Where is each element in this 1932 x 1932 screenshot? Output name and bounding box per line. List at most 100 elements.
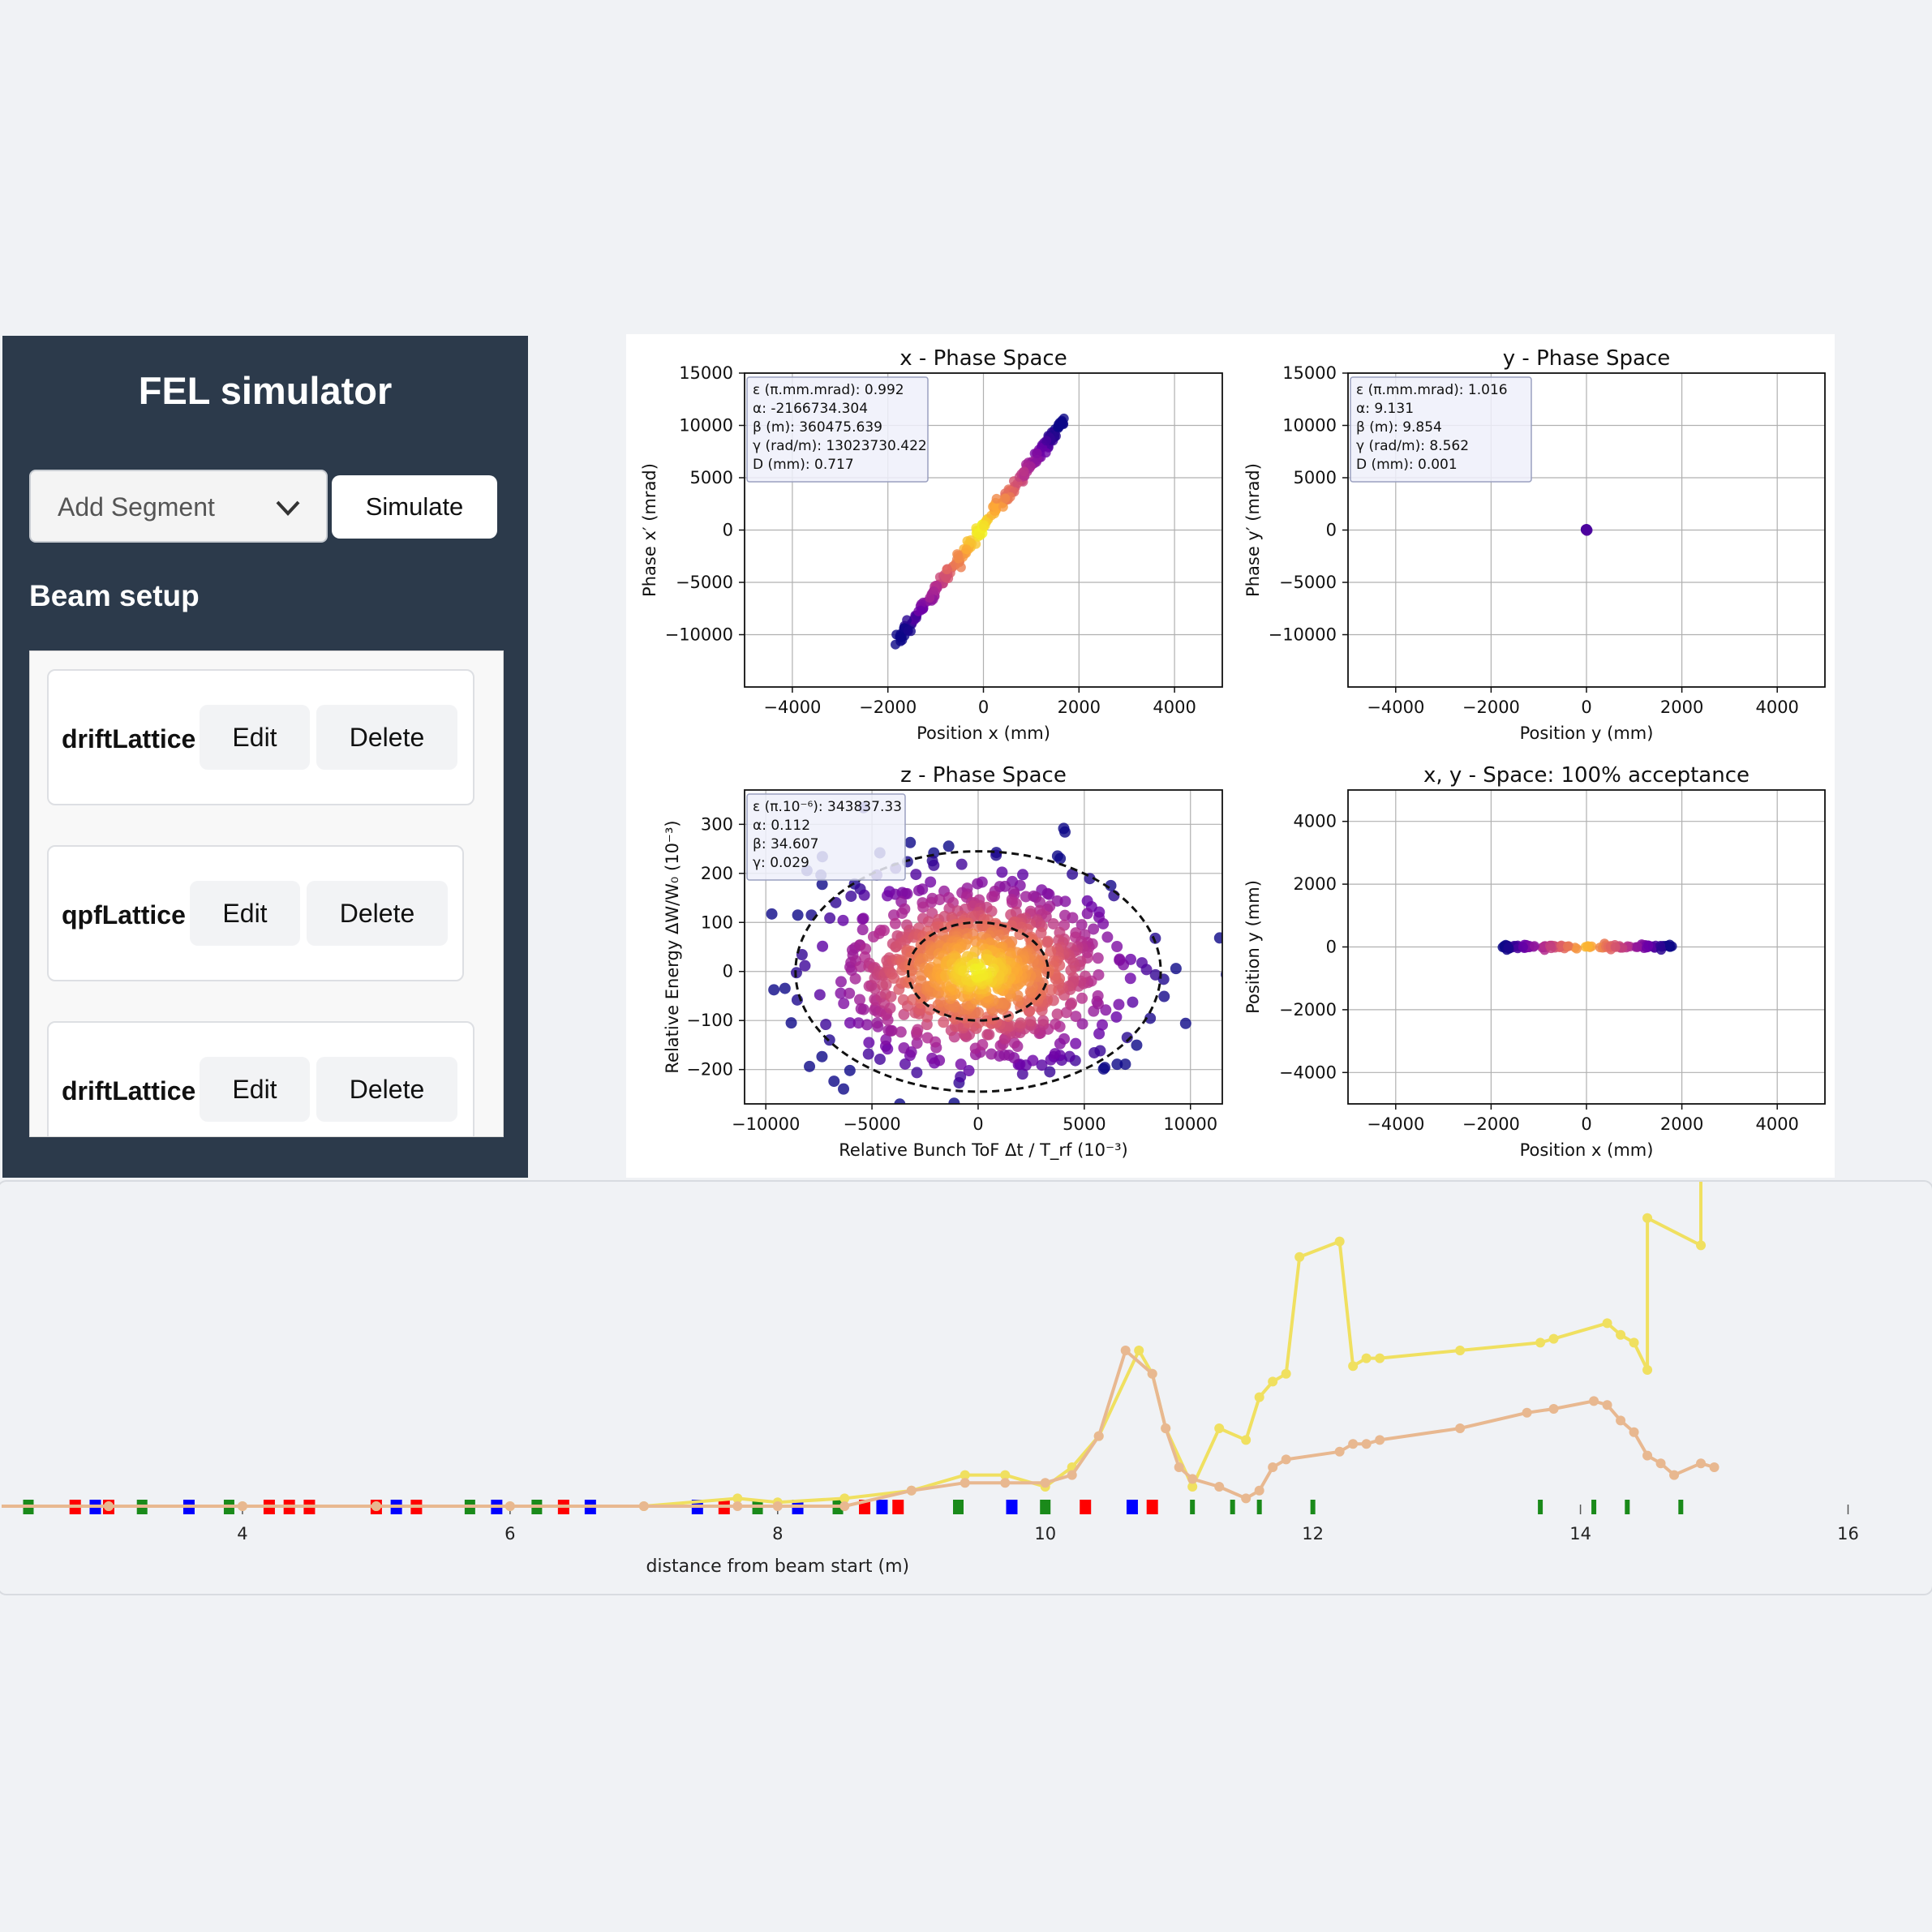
series-point: [1696, 1458, 1707, 1469]
magnet-marker: [1146, 1500, 1158, 1514]
data-point: [1019, 466, 1029, 477]
data-point: [1049, 1048, 1061, 1060]
data-point: [1518, 942, 1528, 952]
series-line-1: [2, 1182, 1702, 1508]
data-point: [857, 912, 869, 925]
data-point: [1081, 908, 1093, 920]
data-point: [998, 1049, 1011, 1061]
data-point: [1114, 954, 1126, 966]
data-point: [894, 1098, 906, 1104]
series-point: [1174, 1462, 1184, 1472]
data-point: [844, 1017, 856, 1029]
data-point: [1041, 936, 1054, 948]
simulate-button[interactable]: Simulate: [332, 475, 497, 539]
series-point: [237, 1501, 247, 1511]
delete-button[interactable]: Delete: [316, 705, 457, 770]
data-point: [1051, 1008, 1063, 1020]
x-tick-label: −4000: [1367, 1114, 1424, 1134]
y-tick-label: 15000: [1282, 363, 1337, 383]
series-point: [1334, 1236, 1345, 1247]
data-point: [911, 1067, 923, 1079]
series-point: [371, 1501, 381, 1511]
data-point: [897, 994, 909, 1006]
y-tick-label: 0: [723, 962, 733, 981]
x-tick-label: 10000: [1163, 1114, 1217, 1134]
series-point: [1134, 1346, 1144, 1355]
y-tick-label: 2000: [1294, 874, 1337, 894]
series-point: [1548, 1404, 1559, 1414]
data-point: [998, 501, 1008, 512]
data-point: [779, 982, 791, 994]
series-point: [1602, 1318, 1612, 1329]
series-point: [1616, 1329, 1626, 1340]
data-point: [955, 1071, 967, 1083]
beam-setup-heading: Beam setup: [29, 579, 200, 612]
data-point: [1058, 909, 1071, 921]
plot-frame: [1347, 789, 1826, 1105]
beam-envelope-chart: 4 6 8 10 12 14 16 distance from beam start (m): [2, 1182, 1859, 1577]
data-point: [863, 1037, 875, 1049]
data-point: [912, 884, 925, 896]
data-point: [1036, 1059, 1048, 1071]
data-point: [916, 605, 926, 616]
y-tick-label: 5000: [690, 468, 733, 487]
series-point: [1589, 1396, 1599, 1406]
data-point: [911, 1037, 923, 1050]
info-line: γ (rad/m): 8.562: [1356, 438, 1469, 454]
magnet-marker: [1256, 1500, 1262, 1514]
y-axis-label: Relative Energy ΔW/W₀ (10⁻³): [663, 820, 682, 1073]
series-point: [1254, 1485, 1264, 1496]
segment-name: driftLattice: [62, 1076, 196, 1106]
series-point: [1334, 1446, 1345, 1457]
series-point: [960, 1470, 970, 1480]
data-point: [1113, 998, 1125, 1011]
data-point: [1179, 1017, 1191, 1029]
series-point: [1361, 1353, 1372, 1363]
x-tick-label: 12: [1302, 1524, 1324, 1543]
data-point: [1035, 927, 1047, 939]
data-point: [1121, 1032, 1133, 1044]
plot-title: y - Phase Space: [1503, 346, 1670, 371]
data-point: [1097, 1019, 1109, 1031]
y-tick-label: −10000: [665, 625, 733, 645]
data-point: [1617, 942, 1628, 953]
data-point: [925, 593, 935, 603]
data-point: [921, 1032, 934, 1044]
data-point: [910, 869, 922, 881]
data-point: [996, 866, 1008, 878]
data-point: [1170, 963, 1182, 975]
y-tick-label: 300: [701, 814, 733, 834]
data-point: [942, 840, 955, 852]
x-tick-label: −2000: [1462, 698, 1520, 717]
delete-button[interactable]: Delete: [316, 1057, 457, 1122]
data-point: [853, 994, 865, 1006]
subplot-2: −4000 −2000 0 2000 4000 −10000 −5000 0 5000 10000…: [1243, 346, 1826, 743]
data-point: [917, 901, 930, 913]
data-point: [1045, 945, 1057, 957]
x-tick-label: −2000: [1462, 1114, 1520, 1134]
plot-frame: [744, 372, 1223, 688]
segment-list[interactable]: driftLattice Edit Delete qpfLattice Edit…: [29, 650, 504, 1137]
edit-button[interactable]: Edit: [200, 705, 310, 770]
info-line: α: -2166734.304: [753, 401, 868, 417]
x-tick-label: 0: [972, 1114, 983, 1134]
magnet-marker: [876, 1500, 888, 1514]
series-point: [772, 1501, 783, 1511]
series-point: [638, 1501, 649, 1511]
data-point: [1058, 1033, 1071, 1045]
data-point: [844, 987, 856, 999]
add-segment-select[interactable]: Add Segment: [29, 470, 328, 543]
data-point: [942, 565, 952, 575]
data-point: [1070, 1011, 1082, 1023]
series-point: [1669, 1470, 1680, 1480]
data-point: [1045, 984, 1058, 996]
delete-button[interactable]: Delete: [307, 881, 448, 946]
y-tick-label: 0: [1326, 521, 1337, 540]
data-point: [930, 1106, 941, 1117]
edit-button[interactable]: Edit: [190, 881, 300, 946]
data-point: [1065, 964, 1077, 977]
data-point: [1546, 943, 1556, 954]
magnet-marker: [1126, 1500, 1138, 1514]
edit-button[interactable]: Edit: [200, 1057, 310, 1122]
y-tick-label: −200: [686, 1060, 733, 1080]
